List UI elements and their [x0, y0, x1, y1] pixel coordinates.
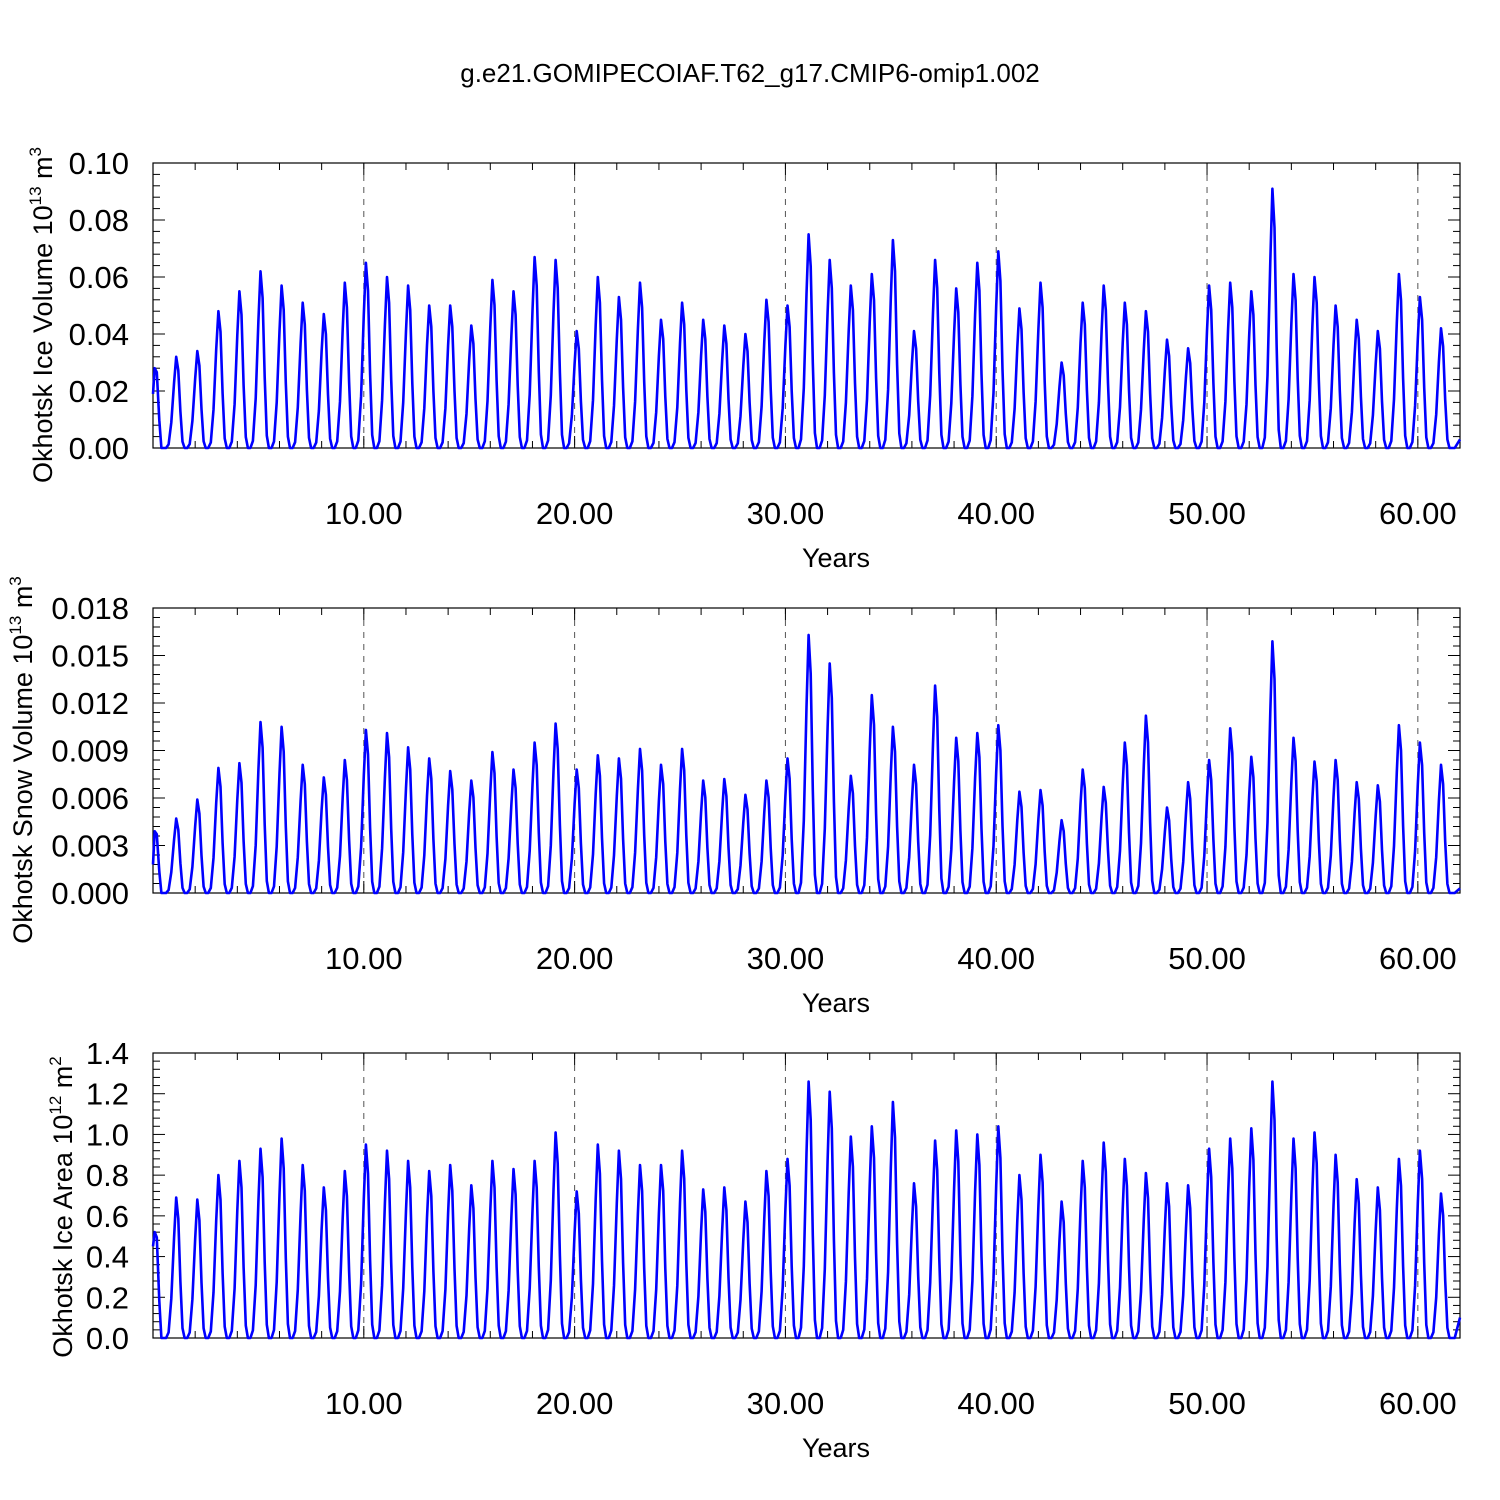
panel-ice-area: 0.0 0.2 0.4 0.6 0.8 1.0 1.2 1.4 10.00 20.00 30.00 4…	[46, 1036, 1462, 1463]
x-tick-label: 30.00	[747, 496, 825, 531]
y-tick-label: 0.006	[51, 781, 129, 816]
y-tick-label: 0.6	[86, 1199, 129, 1234]
x-tick-label: 50.00	[1168, 1386, 1246, 1421]
y-tick-label: 0.00	[69, 431, 129, 466]
x-tick-label: 50.00	[1168, 941, 1246, 976]
y-tick-label: 0.018	[51, 591, 129, 626]
x-tick-label: 60.00	[1379, 941, 1457, 976]
x-tick-label: 40.00	[957, 496, 1035, 531]
y-tick-label: 0.2	[86, 1280, 129, 1315]
x-tick-label: 60.00	[1379, 496, 1457, 531]
series-line	[151, 187, 1462, 450]
x-axis-label: Years	[802, 543, 870, 573]
x-tick-label: 20.00	[536, 1386, 614, 1421]
series-line	[151, 633, 1461, 895]
x-tick-label: 10.00	[325, 496, 403, 531]
x-axis-label: Years	[802, 988, 870, 1018]
y-axis-label: Okhotsk Snow Volume 1013 m3	[6, 576, 38, 944]
series-line	[151, 1080, 1462, 1340]
x-axis-label: Years	[802, 1433, 870, 1463]
x-tick-label: 30.00	[747, 941, 825, 976]
y-tick-label: 0.8	[86, 1158, 129, 1193]
y-tick-label: 0.04	[69, 317, 129, 352]
panel-ice-volume: 0.00 0.02 0.04 0.06 0.08 0.10 10.00 20.00 30.00 4…	[26, 146, 1462, 573]
y-tick-label: 0.009	[51, 734, 129, 769]
figure-title: g.e21.GOMIPECOIAF.T62_g17.CMIP6-omip1.00…	[460, 58, 1040, 88]
x-tick-label: 10.00	[325, 941, 403, 976]
x-tick-label: 50.00	[1168, 496, 1246, 531]
y-tick-label: 1.0	[86, 1117, 129, 1152]
y-axis-label: Okhotsk Ice Volume 1013 m3	[26, 147, 58, 483]
plot-frame	[152, 162, 1461, 449]
y-tick-label: 0.10	[69, 146, 129, 181]
x-tick-label: 60.00	[1379, 1386, 1457, 1421]
plot-frame	[152, 1052, 1461, 1339]
plot-frame	[152, 607, 1461, 894]
x-tick-label: 30.00	[747, 1386, 825, 1421]
y-tick-label: 1.4	[86, 1036, 129, 1071]
x-tick-label: 20.00	[536, 941, 614, 976]
x-tick-label: 10.00	[325, 1386, 403, 1421]
x-tick-label: 20.00	[536, 496, 614, 531]
y-tick-label: 1.2	[86, 1077, 129, 1112]
y-tick-label: 0.0	[86, 1321, 129, 1356]
y-axis-label: Okhotsk Ice Area 1012 m2	[46, 1056, 78, 1358]
x-tick-label: 40.00	[957, 941, 1035, 976]
y-tick-label: 0.015	[51, 639, 129, 674]
y-tick-label: 0.012	[51, 686, 129, 721]
panel-snow-volume: 0.000 0.003 0.006 0.009 0.012 0.015 0.018 10.00…	[6, 576, 1461, 1018]
x-tick-label: 40.00	[957, 1386, 1035, 1421]
y-tick-label: 0.02	[69, 374, 129, 409]
y-tick-label: 0.06	[69, 260, 129, 295]
y-tick-label: 0.000	[51, 876, 129, 911]
y-tick-label: 0.4	[86, 1240, 129, 1275]
y-tick-label: 0.08	[69, 203, 129, 238]
y-tick-label: 0.003	[51, 829, 129, 864]
